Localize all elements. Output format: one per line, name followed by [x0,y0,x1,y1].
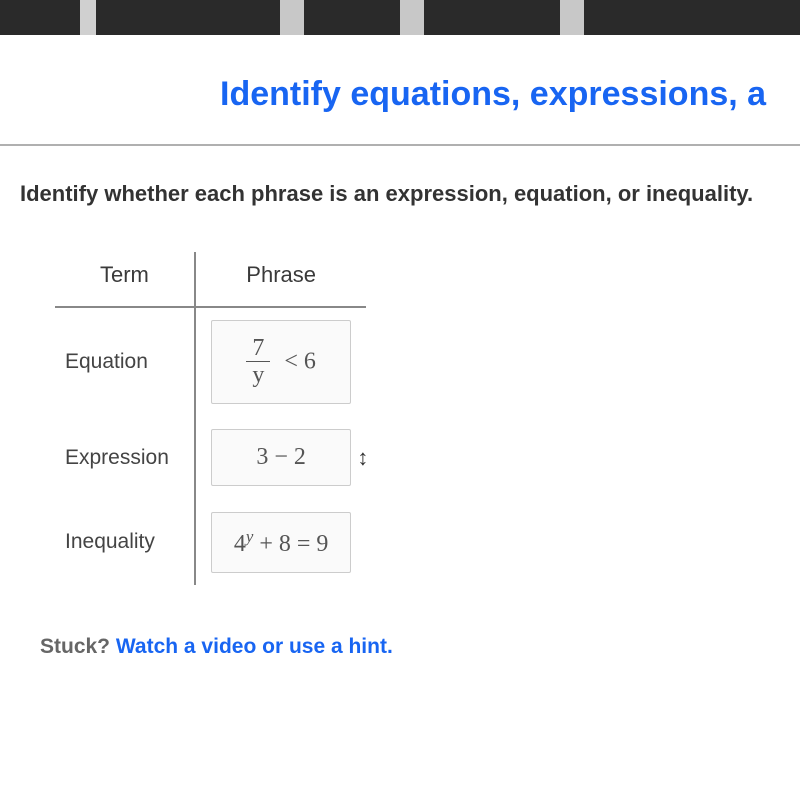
exercise-header: Identify equations, expressions, a [0,35,800,146]
table-header-row: Term Phrase [55,252,366,307]
phrase-slot[interactable]: 7 y < 6 [195,307,367,416]
comparison-text: < 6 [284,348,316,374]
term-label: Equation [55,307,195,416]
classification-table: Term Phrase Equation 7 y < 6 Expression … [55,252,366,585]
stuck-label: Stuck? [40,635,116,658]
term-label: Expression [55,416,195,500]
term-label: Inequality [55,500,195,585]
browser-tab-bar [0,0,800,35]
fraction: 7 y [246,335,270,389]
exercise-content: Identify whether each phrase is an expre… [0,146,800,679]
help-footer: Stuck? Watch a video or use a hint. [20,635,780,659]
drag-handle-icon[interactable]: ↕ [357,445,368,471]
table-row: Equation 7 y < 6 [55,307,366,416]
table-row: Expression 3 − 2 ↕ [55,416,366,500]
draggable-card[interactable]: 4y + 8 = 9 [211,512,352,573]
table-row: Inequality 4y + 8 = 9 [55,500,366,585]
equation-rest: + 8 = 9 [253,531,328,557]
phrase-slot[interactable]: 3 − 2 ↕ [195,416,367,500]
column-header-term: Term [55,252,195,307]
numerator: 7 [246,335,270,362]
phrase-slot[interactable]: 4y + 8 = 9 [195,500,367,585]
draggable-card[interactable]: 3 − 2 ↕ [211,429,352,486]
expression-text: 3 − 2 [256,444,306,470]
draggable-card[interactable]: 7 y < 6 [211,320,352,404]
instruction-text: Identify whether each phrase is an expre… [20,181,780,207]
page-title: Identify equations, expressions, a [220,75,800,114]
hint-link[interactable]: Watch a video or use a hint. [116,635,393,658]
denominator: y [246,362,270,388]
column-header-phrase: Phrase [195,252,367,307]
base: 4 [234,531,246,557]
